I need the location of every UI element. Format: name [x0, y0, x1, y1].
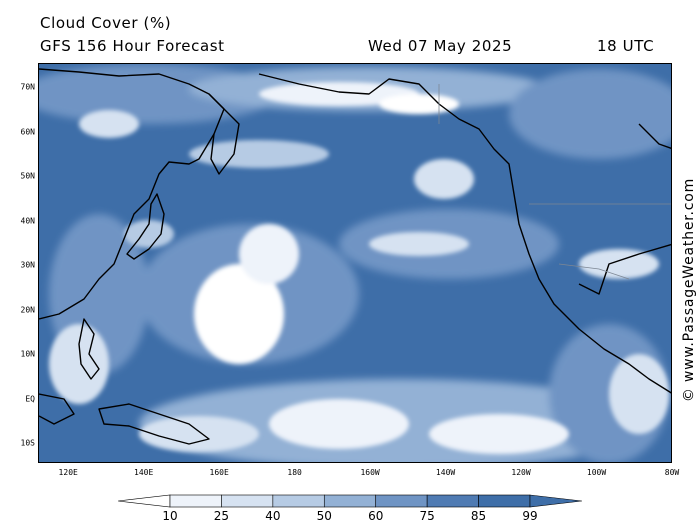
- colorbar-level-label: 99: [522, 509, 538, 523]
- colorbar-max-arrow: [529, 494, 582, 508]
- philippines-coast: [78, 318, 100, 380]
- north-america-coast: [258, 73, 671, 394]
- colorbar-min-arrow: [118, 494, 171, 508]
- latitude-label: 30N: [20, 260, 35, 270]
- cloud-light-layer: [49, 82, 669, 454]
- colorbar-segment: [272, 494, 325, 508]
- colorbar-segment: [323, 494, 377, 508]
- colorbar-level-label: 60: [368, 509, 384, 523]
- longitude-label: 140W: [435, 468, 456, 477]
- watermark: © www.PassageWeather.com: [681, 177, 697, 403]
- colorbar-level-label: 10: [162, 509, 178, 523]
- longitude-label: 120E: [58, 468, 78, 477]
- colorbar-level-label: 25: [213, 509, 230, 523]
- gulf-coast: [578, 243, 671, 295]
- colorbar-level-label: 40: [265, 509, 281, 523]
- colorbar-segment: [169, 494, 222, 508]
- latitude-label: 60N: [20, 127, 35, 137]
- longitude-label: 160W: [360, 468, 380, 477]
- cloud-cover-colorbar: [118, 494, 582, 508]
- colorbar-level-label: 75: [419, 509, 435, 523]
- japan-coast: [126, 193, 165, 260]
- latitude-label: 50N: [20, 171, 35, 181]
- latitude-label: 10S: [20, 438, 35, 448]
- longitude-label: 180: [287, 468, 302, 477]
- latitude-label: 10N: [20, 349, 35, 359]
- colorbar-segment: [221, 494, 274, 508]
- colorbar-level-label: 85: [470, 509, 487, 523]
- colorbar-segment: [426, 494, 479, 508]
- cloud-cover-map: [38, 63, 672, 463]
- longitude-label: 100W: [586, 468, 607, 477]
- hudson-coast: [638, 123, 671, 150]
- colorbar-level-label: 50: [316, 509, 332, 523]
- kamchatka-coast: [208, 93, 240, 175]
- colorbar-segment: [478, 494, 531, 508]
- longitude-label: 140E: [134, 468, 154, 477]
- colorbar-segment: [375, 494, 428, 508]
- longitude-label: 120W: [511, 468, 531, 477]
- map-subtitle: GFS 156 Hour Forecast: [40, 37, 225, 55]
- coastlines: [39, 68, 671, 445]
- forecast-time: 18 UTC: [597, 37, 655, 55]
- longitude-label: 160E: [209, 468, 229, 477]
- longitude-label: 80W: [664, 468, 680, 477]
- new-guinea-coast: [98, 403, 210, 445]
- map-canvas: [39, 64, 671, 462]
- asia-coast: [39, 68, 225, 320]
- latitude-label: 70N: [20, 82, 35, 92]
- latitude-label: 40N: [20, 216, 35, 226]
- us-mexico-border: [558, 263, 630, 280]
- forecast-date: Wed 07 May 2025: [368, 37, 513, 55]
- political-borders: [438, 84, 671, 280]
- indonesia-coast: [39, 393, 75, 425]
- map-title: Cloud Cover (%): [40, 14, 172, 32]
- latitude-label: 20N: [20, 305, 35, 315]
- latitude-label: EQ: [25, 394, 35, 404]
